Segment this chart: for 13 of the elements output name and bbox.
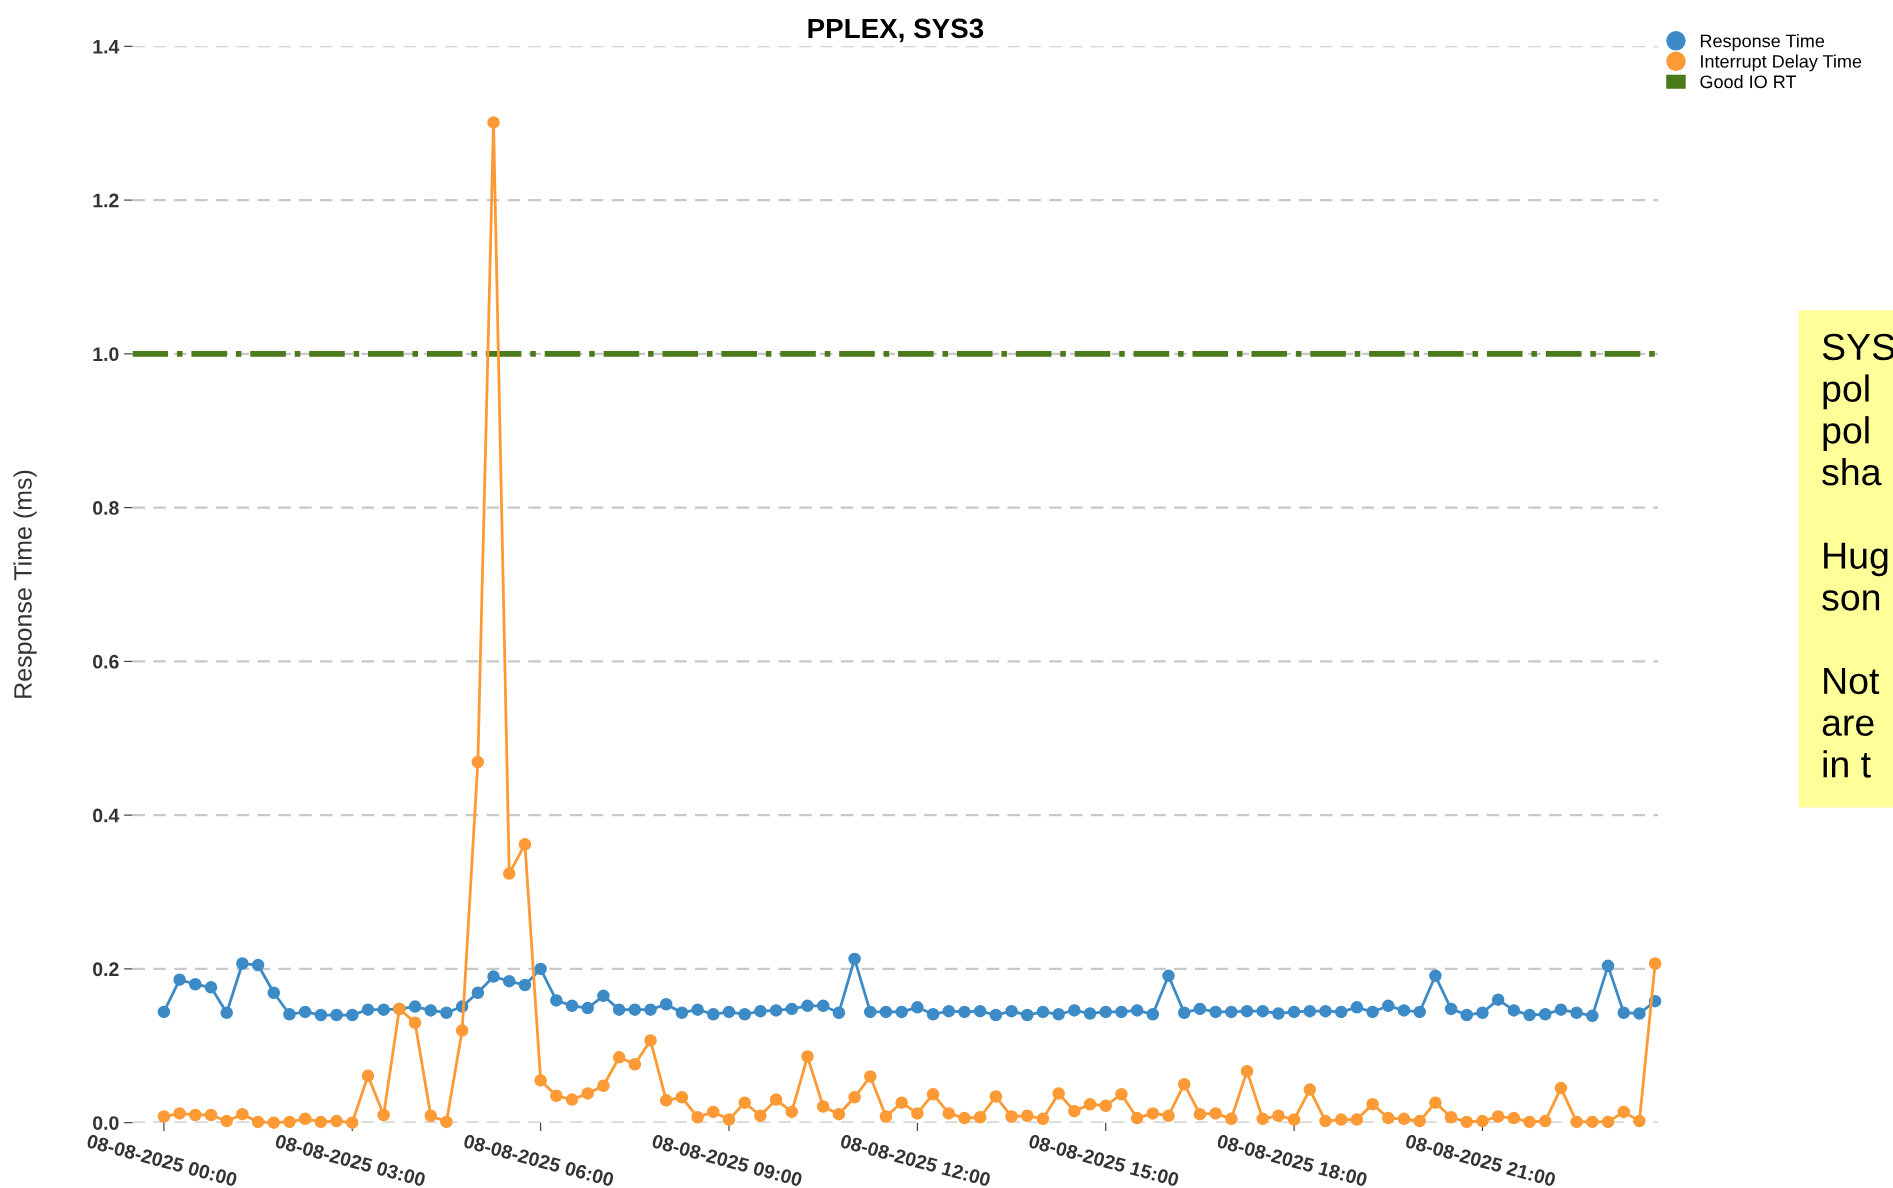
y-tick-label: 1.2 bbox=[93, 193, 119, 208]
y-tick-label: 0.6 bbox=[93, 654, 119, 669]
y-tick-label: 1.0 bbox=[93, 347, 119, 362]
y-axis-title: Response Time (ms) bbox=[13, 470, 37, 698]
chart-title: PPLEX, SYS3 bbox=[808, 18, 984, 43]
legend-label: Response Time bbox=[1700, 34, 1825, 51]
y-tick-label: 0.4 bbox=[93, 808, 120, 823]
y-tick-label: 0.8 bbox=[93, 501, 119, 515]
y-tick-label: 0.2 bbox=[93, 962, 119, 977]
y-tick-label: 1.4 bbox=[93, 40, 120, 54]
legend-label: Good IO RT bbox=[1700, 74, 1797, 89]
legend-label: Interrupt Delay Time bbox=[1701, 54, 1862, 72]
y-tick-label: 0.0 bbox=[93, 1116, 119, 1130]
